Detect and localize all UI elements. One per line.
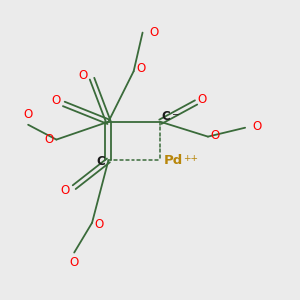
Text: ++: ++ [183, 154, 198, 164]
Text: C: C [161, 110, 170, 123]
Text: −: − [171, 109, 178, 118]
Text: O: O [23, 108, 33, 121]
Text: O: O [136, 62, 146, 75]
Text: Pd: Pd [164, 154, 183, 167]
Text: O: O [61, 184, 70, 196]
Text: O: O [211, 129, 220, 142]
Text: C: C [97, 155, 105, 168]
Text: O: O [79, 69, 88, 82]
Text: O: O [52, 94, 61, 107]
Text: O: O [150, 26, 159, 39]
Text: O: O [197, 93, 207, 106]
Text: O: O [70, 256, 79, 269]
Text: O: O [44, 133, 54, 146]
Text: O: O [252, 120, 262, 133]
Text: O: O [95, 218, 104, 231]
